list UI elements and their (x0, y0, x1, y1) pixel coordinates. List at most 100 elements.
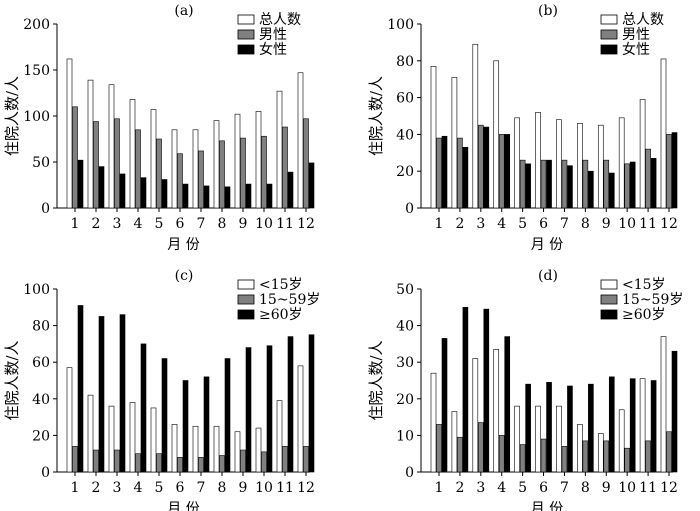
bar-b-s1-m11 (639, 99, 646, 209)
bar-b-s1-m8 (577, 123, 583, 209)
x-axis-label: 月 份 (167, 237, 199, 253)
bar-a-s2-m10 (261, 135, 267, 209)
x-tick-label: 12 (660, 216, 678, 232)
y-axis-label: 住院人数/人 (3, 340, 21, 420)
legend-swatch-2 (600, 29, 618, 40)
x-tick-label: 6 (539, 216, 548, 232)
bar-a-s1-m5 (150, 109, 157, 209)
x-tick-label: 2 (455, 480, 464, 496)
legend-swatch-2 (600, 294, 618, 305)
bar-c-s1-m9 (234, 431, 241, 473)
y-tick-label: 0 (405, 201, 414, 217)
bar-a-s3-m7 (203, 185, 210, 209)
bar-a-s1-m7 (192, 129, 199, 209)
bar-a-s2-m9 (240, 137, 246, 209)
legend-label-3: ≥60岁 (622, 307, 666, 323)
x-tick-label: 2 (92, 216, 101, 232)
bar-b-s2-m3 (478, 124, 484, 209)
y-tick-label: 50 (396, 282, 414, 298)
bar-c-s1-m11 (276, 400, 283, 473)
legend-swatch-1 (600, 279, 618, 290)
bar-a-s3-m5 (161, 179, 168, 209)
bar-a-s2-m7 (198, 150, 204, 209)
x-axis-label: 月 份 (167, 501, 199, 511)
y-tick-label: 0 (41, 465, 50, 481)
bar-a-s1-m12 (297, 72, 304, 209)
y-tick-label: 10 (396, 428, 414, 444)
bar-d-s1-m8 (577, 424, 583, 473)
x-tick-label: 11 (276, 216, 294, 232)
y-tick-label: 40 (396, 319, 414, 335)
x-tick-label: 10 (255, 216, 273, 232)
bar-a-s2-m8 (219, 140, 225, 209)
bar-c-s2-m12 (303, 446, 309, 473)
bar-d-s1-m7 (556, 405, 562, 473)
bar-a-s3-m9 (245, 183, 252, 209)
y-tick-label: 100 (387, 17, 414, 33)
x-tick-label: 4 (497, 480, 506, 496)
bar-a-s1-m2 (87, 79, 94, 209)
bar-b-s3-m6 (546, 159, 552, 209)
x-tick-label: 7 (560, 216, 569, 232)
x-tick-label: 2 (92, 480, 101, 496)
bar-d-s2-m11 (645, 440, 651, 473)
bar-d-s2-m4 (498, 435, 505, 473)
legend-label-2: 男性 (259, 27, 287, 43)
y-tick-label: 40 (396, 127, 414, 143)
x-tick-label: 4 (497, 216, 506, 232)
bar-b-s3-m5 (525, 163, 531, 209)
bar-d-s1-m10 (618, 409, 625, 473)
bar-d-s2-m8 (582, 440, 589, 473)
legend-label-3: 女性 (259, 41, 287, 58)
y-tick-label: 100 (23, 282, 50, 298)
x-tick-label: 3 (476, 216, 485, 232)
legend-swatch-2 (237, 29, 255, 40)
bar-a-s1-m6 (171, 129, 178, 209)
bar-b-s1-m2 (451, 77, 458, 209)
bar-a-s2-m3 (114, 118, 120, 209)
bar-c-s3-m2 (98, 316, 105, 473)
bar-c-s3-m5 (161, 358, 168, 473)
bar-c-s2-m2 (93, 449, 99, 473)
x-tick-label: 5 (518, 216, 527, 232)
bar-d-s2-m2 (457, 436, 463, 473)
bar-c-s1-m3 (108, 405, 115, 473)
x-tick-label: 1 (435, 216, 444, 232)
bar-d-s1-m3 (472, 358, 479, 473)
x-tick-label: 7 (197, 480, 206, 496)
bar-c-s1-m8 (213, 425, 220, 473)
legend-label-2: 男性 (622, 27, 650, 43)
bar-a-s3-m10 (266, 183, 273, 209)
legend-swatch-1 (237, 14, 255, 25)
bar-b-s3-m7 (567, 165, 573, 209)
x-tick-label: 6 (539, 480, 548, 496)
y-tick-label: 60 (396, 91, 414, 107)
bar-d-s2-m5 (519, 444, 526, 473)
bar-c-s3-m12 (308, 334, 315, 473)
panel-label: (c) (175, 268, 194, 284)
legend-label-1: 总人数 (622, 12, 664, 28)
bar-b-s2-m10 (624, 163, 630, 209)
bar-c-s3-m3 (119, 314, 126, 473)
y-tick-label: 50 (32, 155, 50, 171)
bar-b-s1-m10 (618, 117, 625, 209)
x-tick-label: 1 (71, 216, 80, 232)
y-tick-label: 100 (23, 109, 50, 125)
legend-label-2: 15~59岁 (259, 292, 320, 308)
bar-c-s2-m4 (135, 453, 141, 473)
bar-a-s3-m3 (119, 173, 126, 209)
x-tick-label: 12 (297, 216, 315, 232)
y-tick-label: 0 (405, 465, 414, 481)
bar-d-s1-m5 (514, 405, 520, 473)
bar-b-s3-m3 (483, 126, 490, 209)
bar-b-s3-m2 (462, 146, 469, 209)
bar-d-s1-m6 (535, 405, 541, 473)
legend-swatch-1 (237, 279, 255, 290)
x-tick-label: 7 (197, 216, 206, 232)
bar-c-s2-m9 (240, 449, 246, 473)
